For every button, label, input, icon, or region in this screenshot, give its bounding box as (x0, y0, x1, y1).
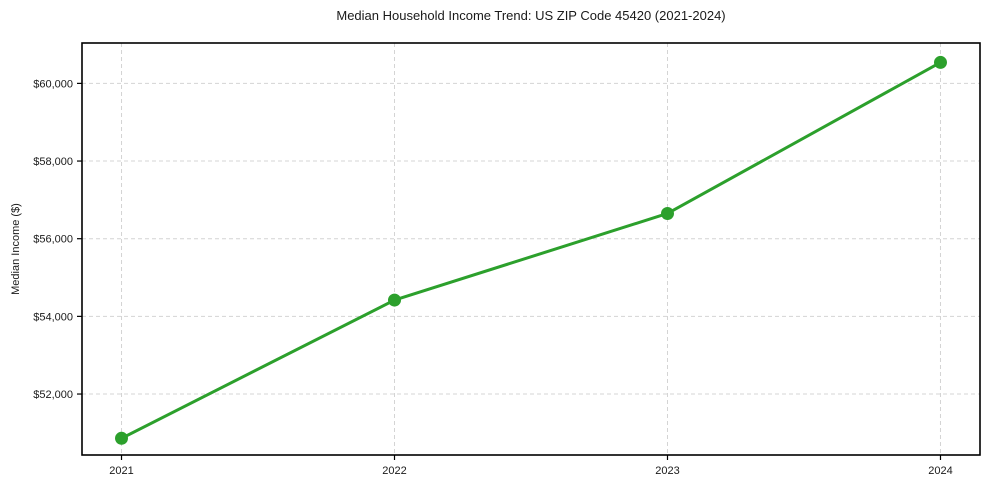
y-tick-label: $60,000 (33, 78, 73, 90)
data-point (933, 55, 947, 69)
y-tick-label: $52,000 (33, 389, 73, 401)
data-point (388, 293, 402, 307)
x-tick-label: 2021 (109, 465, 133, 477)
y-tick-label: $56,000 (33, 234, 73, 246)
y-tick-label: $54,000 (33, 311, 73, 323)
data-point (660, 206, 674, 220)
trend-line (120, 60, 942, 440)
x-tick-label: 2023 (655, 465, 679, 477)
plot-border (81, 42, 981, 456)
y-tick-label: $58,000 (33, 156, 73, 168)
y-axis-label: Median Income ($) (10, 203, 22, 295)
x-tick-label: 2024 (928, 465, 952, 477)
data-point (115, 431, 129, 445)
x-tick-label: 2022 (382, 465, 406, 477)
chart-title: Median Household Income Trend: US ZIP Co… (336, 8, 726, 23)
